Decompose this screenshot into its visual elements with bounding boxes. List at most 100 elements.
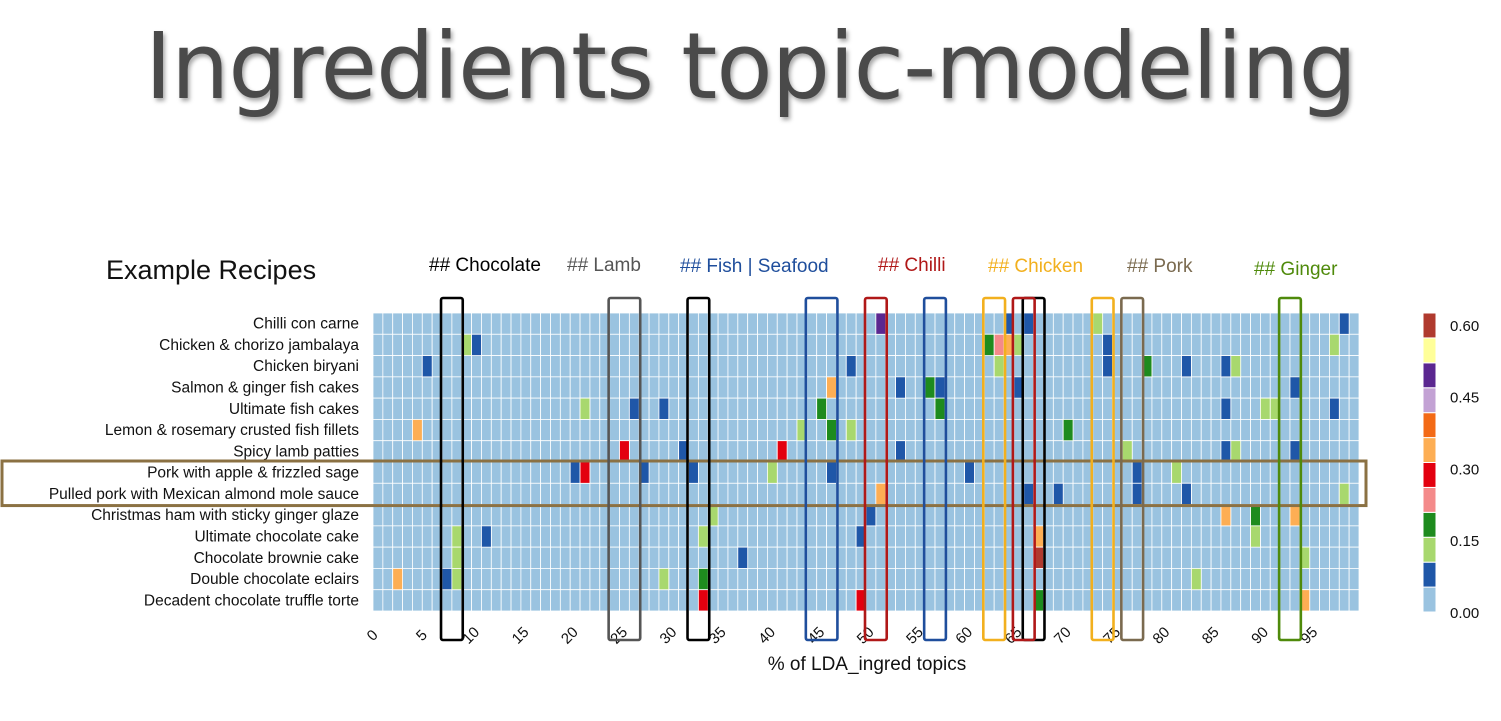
x-tick-label: 85 — [1199, 624, 1223, 648]
heatmap-cell — [569, 376, 581, 399]
heatmap-cell — [924, 355, 936, 378]
legend-swatch — [1422, 462, 1437, 488]
heatmap-cell — [1279, 440, 1291, 463]
heatmap-cell — [1210, 312, 1222, 335]
heatmap-cell — [1200, 333, 1212, 356]
heatmap-cell — [530, 504, 542, 527]
heatmap-cell — [520, 333, 532, 356]
heatmap-cell — [1289, 419, 1301, 442]
heatmap-cell — [845, 312, 857, 335]
heatmap-cell — [905, 461, 916, 484]
heatmap-cell — [382, 461, 394, 484]
heatmap-cell — [550, 312, 561, 335]
heatmap-cell — [559, 355, 571, 378]
heatmap-cell — [964, 546, 975, 569]
row-label: Salmon & ginger fish cakes — [171, 380, 359, 397]
heatmap-cell — [1319, 546, 1330, 569]
heatmap-cell — [1230, 482, 1242, 505]
heatmap-cell — [451, 355, 463, 378]
heatmap-cell — [1210, 589, 1222, 612]
heatmap-cell — [1289, 461, 1301, 484]
heatmap-cell — [1250, 333, 1261, 356]
heatmap-cell-value — [845, 355, 857, 378]
heatmap-cell — [1279, 482, 1291, 505]
heatmap-cell — [392, 482, 403, 505]
heatmap-cell — [451, 376, 463, 399]
heatmap-cell — [786, 312, 798, 335]
heatmap-cell — [776, 504, 788, 527]
heatmap-cell — [530, 440, 542, 463]
heatmap-cell — [1279, 589, 1291, 612]
heatmap-cell — [816, 482, 827, 505]
heatmap-cell — [520, 504, 532, 527]
heatmap-cell — [619, 525, 630, 548]
heatmap-cell — [372, 440, 384, 463]
heatmap-cell — [1220, 525, 1232, 548]
heatmap-cell — [559, 419, 571, 442]
heatmap-cell-value — [875, 482, 887, 505]
heatmap-cell — [757, 376, 768, 399]
heatmap-cell — [924, 333, 936, 356]
legend-tick-label: 0.15 — [1450, 533, 1479, 550]
heatmap-cell — [1151, 397, 1163, 420]
heatmap-cell — [1279, 376, 1291, 399]
heatmap-cell — [934, 355, 946, 378]
heatmap-cell — [954, 546, 965, 569]
heatmap-cell — [688, 419, 699, 442]
heatmap-cell — [1319, 504, 1330, 527]
heatmap-cell — [579, 525, 591, 548]
heatmap-cell — [776, 461, 788, 484]
heatmap-cell — [1338, 568, 1350, 591]
heatmap-cell — [983, 312, 995, 335]
heatmap-cell — [648, 504, 660, 527]
heatmap-cell — [609, 546, 620, 569]
heatmap-cell — [727, 440, 739, 463]
heatmap-cell — [816, 589, 827, 612]
heatmap-cell — [1250, 482, 1261, 505]
heatmap-cell — [1329, 546, 1340, 569]
heatmap-cell — [1250, 440, 1261, 463]
heatmap-cell — [589, 525, 601, 548]
heatmap-cell — [550, 482, 561, 505]
heatmap-cell — [1190, 419, 1202, 442]
heatmap-cell — [530, 461, 542, 484]
heatmap-cell — [540, 504, 551, 527]
heatmap-cell — [1240, 419, 1251, 442]
heatmap-cell — [983, 440, 995, 463]
heatmap-cell — [372, 482, 384, 505]
heatmap-cell — [658, 440, 670, 463]
heatmap-cell — [471, 461, 482, 484]
legend-swatch — [1422, 337, 1437, 364]
heatmap-cell — [983, 397, 995, 420]
heatmap-cell — [924, 525, 936, 548]
heatmap-cell — [993, 589, 1005, 612]
heatmap-cell-value — [421, 355, 433, 378]
topic-box — [1120, 296, 1145, 642]
heatmap-cell — [865, 333, 877, 356]
heatmap-cell — [559, 589, 571, 612]
heatmap-cell — [559, 333, 571, 356]
heatmap-cell — [648, 589, 660, 612]
heatmap-cell — [481, 546, 492, 569]
heatmap-cell — [471, 568, 482, 591]
heatmap-cell — [1230, 419, 1242, 442]
heatmap-cell — [481, 504, 492, 527]
heatmap-cell — [767, 568, 778, 591]
row-label: Pork with apple & frizzled sage — [147, 465, 359, 482]
heatmap-cell — [1131, 546, 1143, 569]
heatmap-cell — [658, 355, 670, 378]
heatmap-cell — [717, 525, 729, 548]
heatmap-cell — [579, 440, 591, 463]
heatmap-cell — [1190, 397, 1202, 420]
row-label: Chicken biryani — [253, 358, 359, 375]
heatmap-cell — [1161, 355, 1173, 378]
topic-box — [1277, 296, 1303, 642]
heatmap-cell — [540, 397, 551, 420]
heatmap-cell-value — [826, 419, 837, 442]
heatmap-cell — [1348, 482, 1360, 505]
heatmap-cell — [510, 312, 522, 335]
heatmap-cell — [1329, 482, 1340, 505]
heatmap-cell — [1171, 482, 1182, 505]
heatmap-cell — [412, 355, 423, 378]
heatmap-cell — [983, 504, 995, 527]
